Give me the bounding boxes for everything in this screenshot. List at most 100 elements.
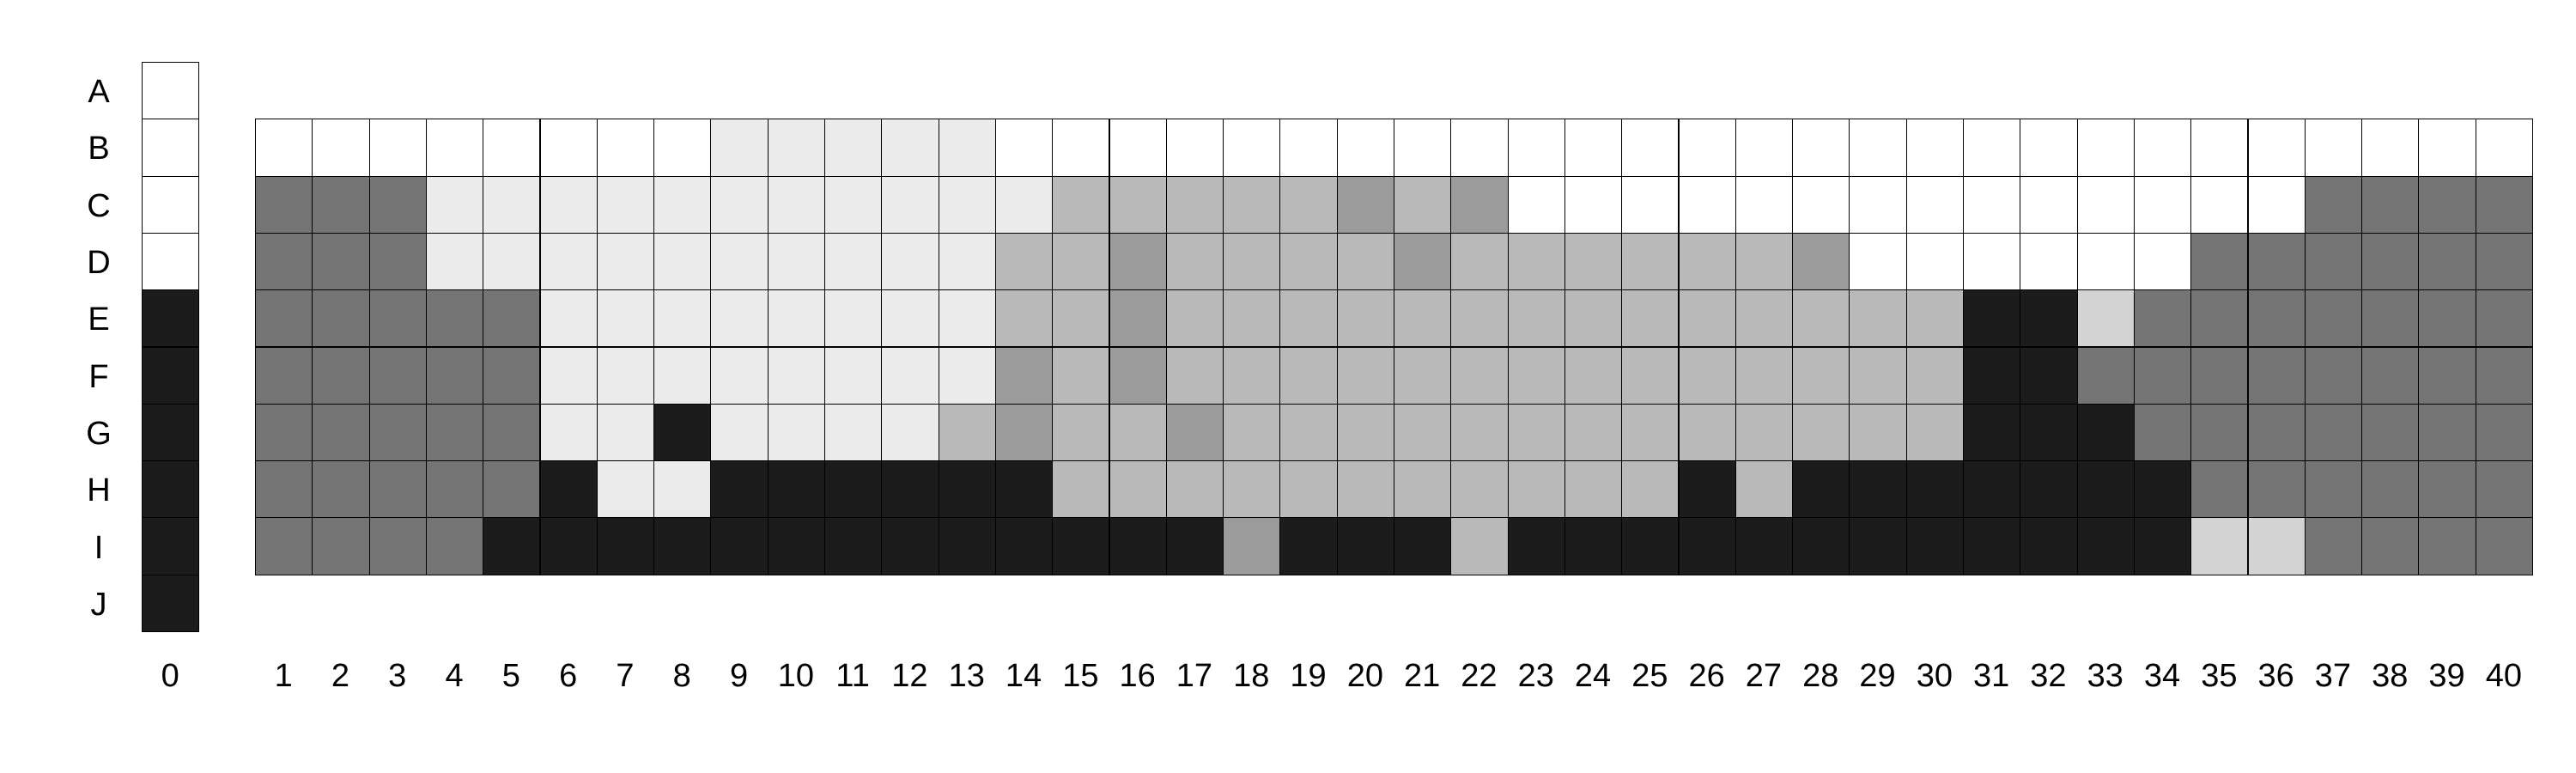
column-label-15: 15 <box>1062 658 1099 694</box>
grid-cell-h8 <box>653 460 712 519</box>
grid-cell-h16 <box>1109 460 1167 519</box>
grid-cell-b11 <box>824 119 883 177</box>
grid-cell-e24 <box>1564 289 1623 348</box>
grid-cell-e29 <box>1849 289 1907 348</box>
grid-cell-d2 <box>312 232 370 291</box>
grid-cell-f30 <box>1905 346 1964 405</box>
grid-cell-i4 <box>425 517 484 575</box>
row-label-a: A <box>88 74 110 111</box>
grid-cell-b16 <box>1109 119 1167 177</box>
column-label-22: 22 <box>1461 658 1498 694</box>
grid-cell-b33 <box>2076 119 2135 177</box>
grid-cell-e16 <box>1109 289 1167 348</box>
grid-cell-b15 <box>1052 119 1110 177</box>
grid-cell-f32 <box>2020 346 2078 405</box>
grid-cell-b32 <box>2020 119 2078 177</box>
grid-cell-h2 <box>312 460 370 519</box>
ref-cell-a0 <box>142 62 200 120</box>
column-label-37: 37 <box>2314 658 2352 694</box>
grid-cell-b19 <box>1279 119 1338 177</box>
grid-cell-b14 <box>994 119 1054 177</box>
grid-cell-d14 <box>994 232 1054 291</box>
grid-cell-e6 <box>539 289 598 348</box>
row-label-h: H <box>87 472 111 509</box>
grid-cell-b6 <box>539 119 598 177</box>
grid-cell-g31 <box>1963 403 2021 462</box>
grid-cell-g14 <box>994 403 1054 462</box>
grid-cell-i10 <box>767 517 825 575</box>
grid-cell-g29 <box>1849 403 1907 462</box>
column-label-38: 38 <box>2372 658 2409 694</box>
grid-cell-f36 <box>2247 346 2306 405</box>
grid-cell-b18 <box>1223 119 1281 177</box>
grid-cell-d13 <box>938 232 996 291</box>
grid-cell-c31 <box>1963 175 2021 234</box>
grid-cell-f26 <box>1678 346 1736 405</box>
grid-cell-h15 <box>1052 460 1110 519</box>
column-label-34: 34 <box>2143 658 2181 694</box>
grid-cell-f20 <box>1336 346 1394 405</box>
grid-cell-h37 <box>2304 460 2363 519</box>
grid-cell-g21 <box>1394 403 1452 462</box>
column-label-13: 13 <box>948 658 985 694</box>
grid-cell-d3 <box>368 232 427 291</box>
column-label-27: 27 <box>1745 658 1783 694</box>
grid-cell-c17 <box>1165 175 1224 234</box>
grid-cell-h27 <box>1735 460 1794 519</box>
grid-cell-h20 <box>1336 460 1394 519</box>
grid-cell-f24 <box>1564 346 1623 405</box>
grid-cell-i12 <box>881 517 939 575</box>
grid-cell-f39 <box>2418 346 2476 405</box>
grid-cell-e36 <box>2247 289 2306 348</box>
grid-cell-e5 <box>483 289 541 348</box>
grid-cell-e32 <box>2020 289 2078 348</box>
grid-cell-c28 <box>1792 175 1850 234</box>
column-label-21: 21 <box>1404 658 1441 694</box>
column-label-6: 6 <box>559 658 578 694</box>
grid-cell-h18 <box>1223 460 1281 519</box>
grid-cell-c7 <box>596 175 655 234</box>
column-label-8: 8 <box>672 658 691 694</box>
grid-cell-g24 <box>1564 403 1623 462</box>
ref-cell-e0 <box>142 289 200 348</box>
grid-cell-g33 <box>2076 403 2135 462</box>
grid-cell-f7 <box>596 346 655 405</box>
grid-cell-h12 <box>881 460 939 519</box>
grid-cell-c12 <box>881 175 939 234</box>
grid-cell-g13 <box>938 403 996 462</box>
grid-cell-d21 <box>1394 232 1452 291</box>
grid-cell-b5 <box>483 119 541 177</box>
grid-cell-c39 <box>2418 175 2476 234</box>
grid-cell-h26 <box>1678 460 1736 519</box>
grid-cell-c27 <box>1735 175 1794 234</box>
grid-cell-i5 <box>483 517 541 575</box>
grid-cell-b12 <box>881 119 939 177</box>
column-label-30: 30 <box>1916 658 1953 694</box>
grid-cell-e15 <box>1052 289 1110 348</box>
grid-cell-h32 <box>2020 460 2078 519</box>
ref-cell-c0 <box>142 175 200 234</box>
column-label-36: 36 <box>2257 658 2294 694</box>
column-label-32: 32 <box>2030 658 2067 694</box>
grid-cell-c20 <box>1336 175 1394 234</box>
row-label-g: G <box>86 415 112 452</box>
grid-cell-i35 <box>2190 517 2249 575</box>
grid-cell-g17 <box>1165 403 1224 462</box>
column-label-2: 2 <box>331 658 350 694</box>
grid-cell-b13 <box>938 119 996 177</box>
grid-cell-c30 <box>1905 175 1964 234</box>
grid-cell-h13 <box>938 460 996 519</box>
grid-cell-i22 <box>1450 517 1509 575</box>
grid-cell-d24 <box>1564 232 1623 291</box>
grid-cell-g1 <box>255 403 313 462</box>
grid-cell-i29 <box>1849 517 1907 575</box>
grid-cell-h17 <box>1165 460 1224 519</box>
grid-cell-f31 <box>1963 346 2021 405</box>
column-label-29: 29 <box>1859 658 1896 694</box>
grid-cell-h29 <box>1849 460 1907 519</box>
grid-cell-g20 <box>1336 403 1394 462</box>
row-label-i: I <box>94 529 104 566</box>
grid-cell-h6 <box>539 460 598 519</box>
row-label-b: B <box>88 131 110 167</box>
grid-cell-i8 <box>653 517 712 575</box>
